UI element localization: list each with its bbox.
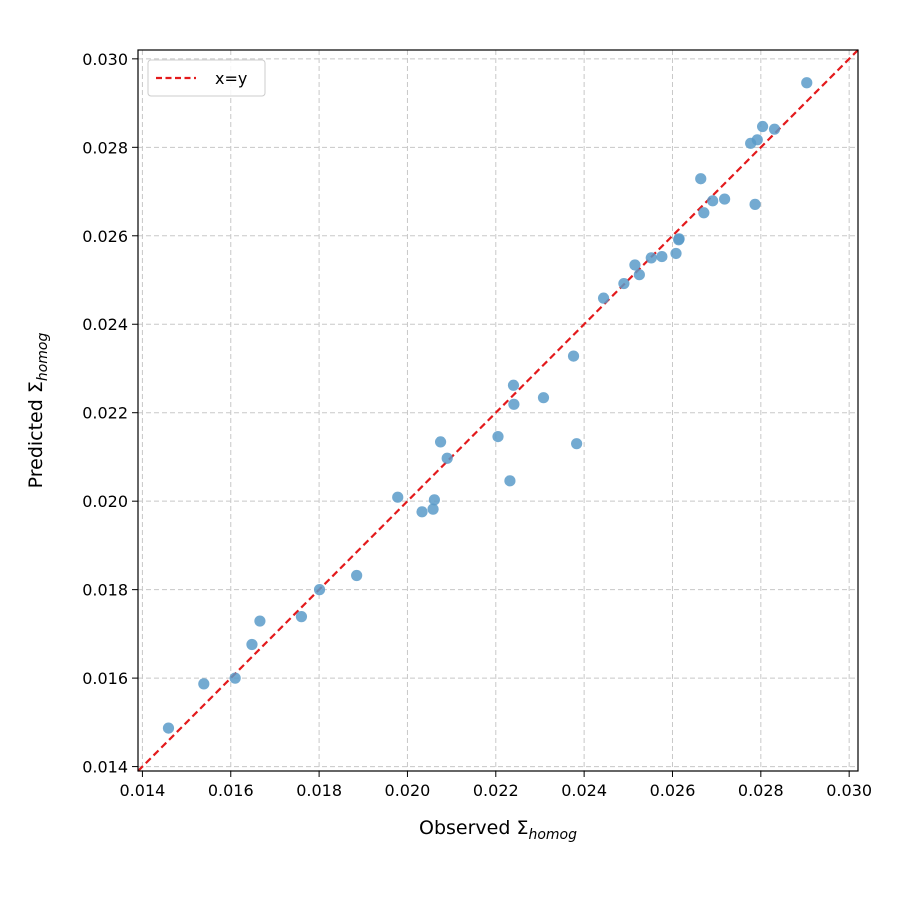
data-point [567, 350, 580, 362]
x-axis-label: Observed Σhomog [419, 817, 577, 843]
y-tick-label: 0.014 [82, 758, 128, 777]
y-tick-label: 0.020 [82, 492, 128, 511]
y-axis-label-base: Predicted Σ [25, 381, 47, 488]
data-point [707, 195, 719, 207]
y-tick-label: 0.028 [82, 138, 128, 157]
data-point [313, 584, 326, 596]
data-point [645, 252, 657, 264]
data-point [427, 503, 439, 515]
data-point [673, 233, 685, 245]
data-point [428, 494, 440, 506]
x-tick-label: 0.030 [826, 781, 872, 800]
data-point [254, 615, 266, 627]
data-point [751, 134, 763, 146]
legend: x=y [147, 59, 266, 97]
data-point [508, 398, 520, 410]
data-point [229, 672, 241, 684]
data-point [618, 277, 630, 290]
data-point [768, 123, 781, 135]
x-tick-label: 0.024 [561, 781, 607, 800]
y-axis-label: Predicted Σhomog [25, 332, 51, 488]
x-tick-label: 0.028 [738, 781, 784, 800]
data-point [698, 207, 710, 219]
y-tick-label: 0.016 [82, 669, 128, 688]
x-tick-label: 0.018 [296, 781, 342, 800]
data-point [537, 392, 550, 404]
axis-ticks: 0.014 0.014 0.016 0.016 0.018 0.018 0.020 0.020… [82, 50, 872, 800]
data-point [441, 452, 453, 464]
data-point [597, 292, 610, 304]
data-point [492, 430, 504, 443]
x-tick-label: 0.020 [385, 781, 431, 800]
y-tick-label: 0.024 [82, 315, 128, 334]
y-tick-label: 0.022 [82, 404, 128, 423]
y-tick-label: 0.026 [82, 227, 128, 246]
data-point [198, 678, 210, 690]
legend-box [147, 59, 266, 97]
x-tick-label: 0.016 [208, 781, 254, 800]
y-tick-label: 0.030 [82, 50, 128, 69]
grid [138, 50, 858, 771]
x-tick-label: 0.014 [120, 781, 166, 800]
x-axis-label-subscript: homog [528, 827, 577, 843]
reference-line-x-equals-y [137, 49, 859, 772]
legend-label-x-equals-y: x=y [215, 69, 247, 88]
data-point [633, 269, 645, 281]
y-axis-label-subscript: homog [35, 332, 51, 381]
data-point [416, 506, 428, 518]
data-point [295, 611, 308, 623]
plot-frame [137, 49, 859, 772]
data-point [749, 198, 761, 210]
data-point [756, 120, 769, 133]
data-points [162, 77, 813, 734]
data-point [392, 491, 404, 503]
data-point [670, 247, 682, 260]
data-point [351, 569, 363, 582]
x-tick-label: 0.026 [650, 781, 696, 800]
data-point [162, 722, 175, 734]
x-axis-label-base: Observed Σ [419, 817, 528, 839]
data-point [246, 638, 258, 651]
reference-line-layer [137, 49, 859, 772]
data-point [695, 173, 707, 185]
data-point [801, 77, 813, 89]
x-tick-label: 0.022 [473, 781, 519, 800]
y-tick-label: 0.018 [82, 581, 128, 600]
data-point [507, 379, 520, 391]
data-point [656, 250, 668, 263]
data-point [434, 436, 447, 448]
data-point [629, 259, 641, 271]
data-point [571, 438, 583, 450]
data-point [504, 475, 516, 487]
data-point [719, 193, 731, 205]
